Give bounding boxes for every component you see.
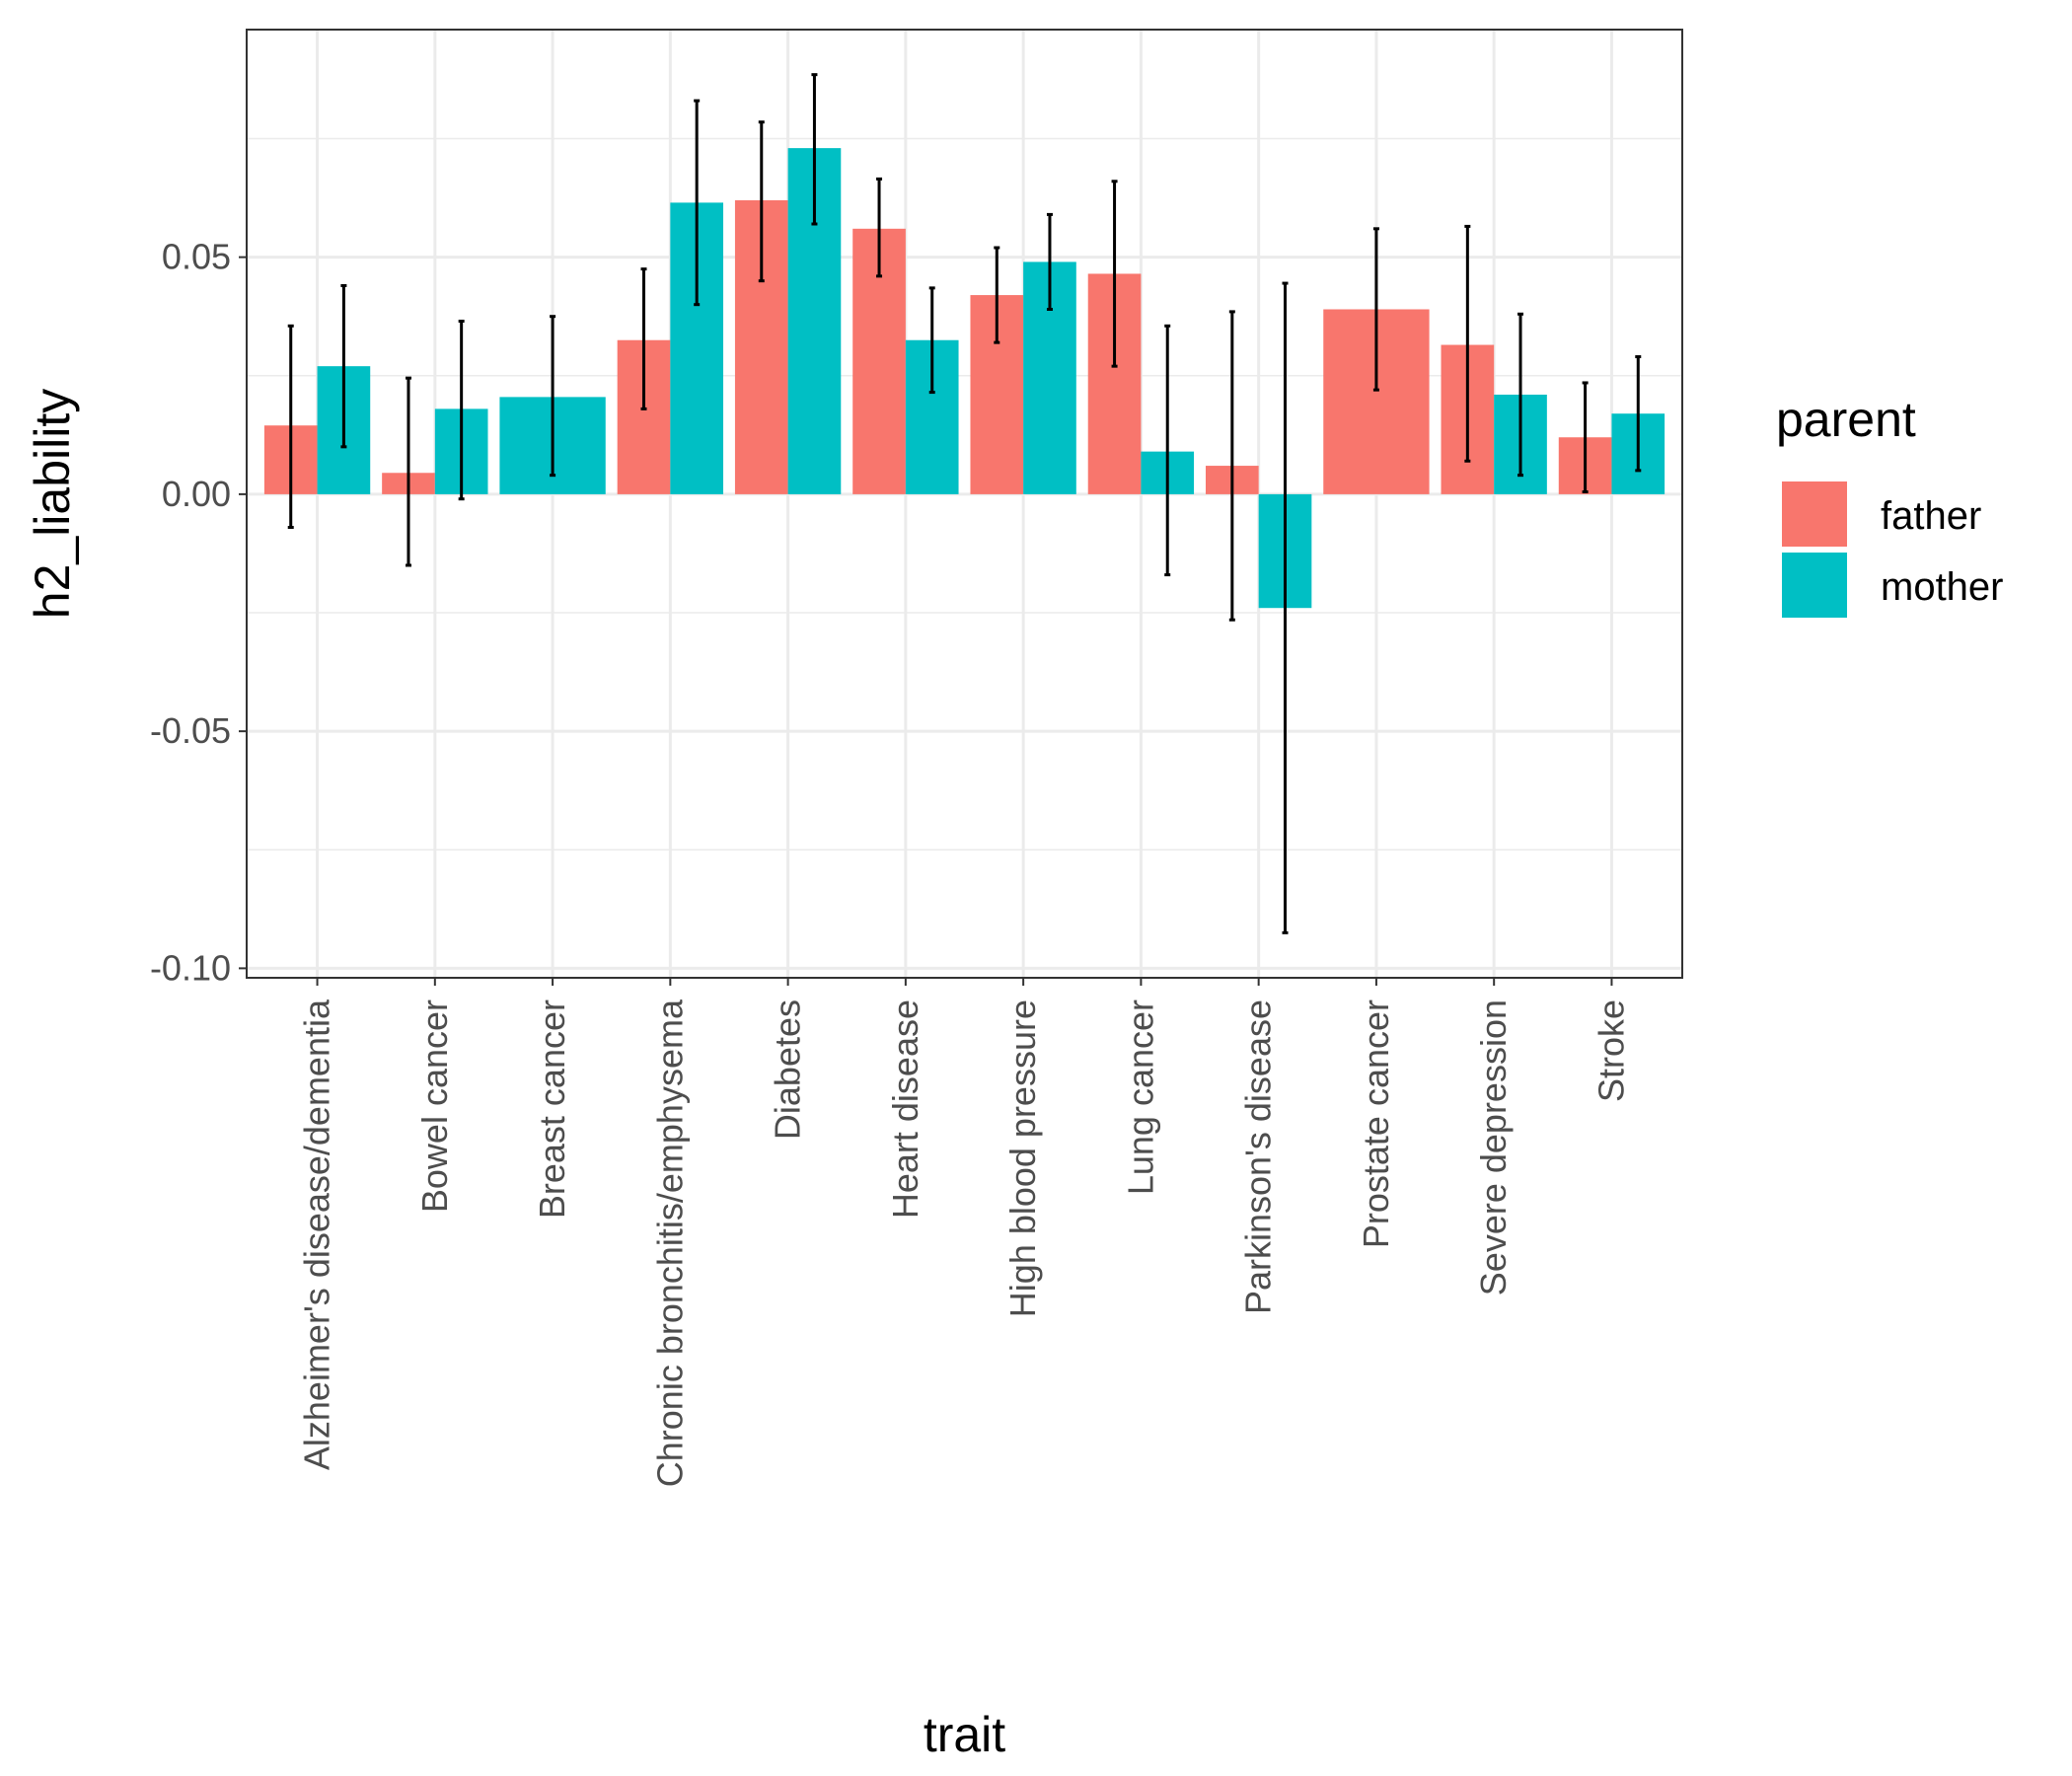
legend-key-father [1782,481,1847,547]
x-axis-title: trait [924,1707,1005,1762]
legend-items: father mother [1782,481,2004,618]
y-tick-label: 0.05 [162,237,231,277]
x-tick-label: Severe depression [1473,999,1514,1295]
x-tick-label: Bowel cancer [414,999,455,1213]
x-tick-label: Prostate cancer [1356,999,1396,1248]
legend: parent father mother [1776,392,2004,618]
grid-lines [247,30,1682,978]
plot-panel-border [246,29,1683,979]
x-tick-label: Breast cancer [532,999,572,1219]
x-tick-label: Lung cancer [1120,999,1160,1195]
x-tick-label: Heart disease [885,999,925,1219]
legend-key-mother [1782,553,1847,618]
x-tick-label: Diabetes [768,999,808,1140]
x-tick-label: Stroke [1591,999,1631,1102]
axes: -0.10 -0.05 0.00 0.05 Alzheimer's disease/de… [150,237,1632,1488]
x-tick-label: Parkinson's disease [1238,999,1279,1314]
error-bars [287,73,1642,934]
x-tick-label: Alzheimer's disease/dementia [297,999,337,1470]
x-tick-label: Chronic bronchitis/emphysema [649,999,690,1487]
legend-label-mother: mother [1881,565,2004,609]
bars [263,148,1665,609]
y-tick-label: 0.00 [162,474,231,514]
y-tick-label: -0.05 [150,710,231,751]
legend-title: parent [1776,392,1916,447]
y-tick-label: -0.10 [150,947,231,988]
x-tick-label: High blood pressure [1002,999,1043,1317]
legend-label-father: father [1881,494,1981,538]
y-axis-title: h2_liability [25,389,80,619]
